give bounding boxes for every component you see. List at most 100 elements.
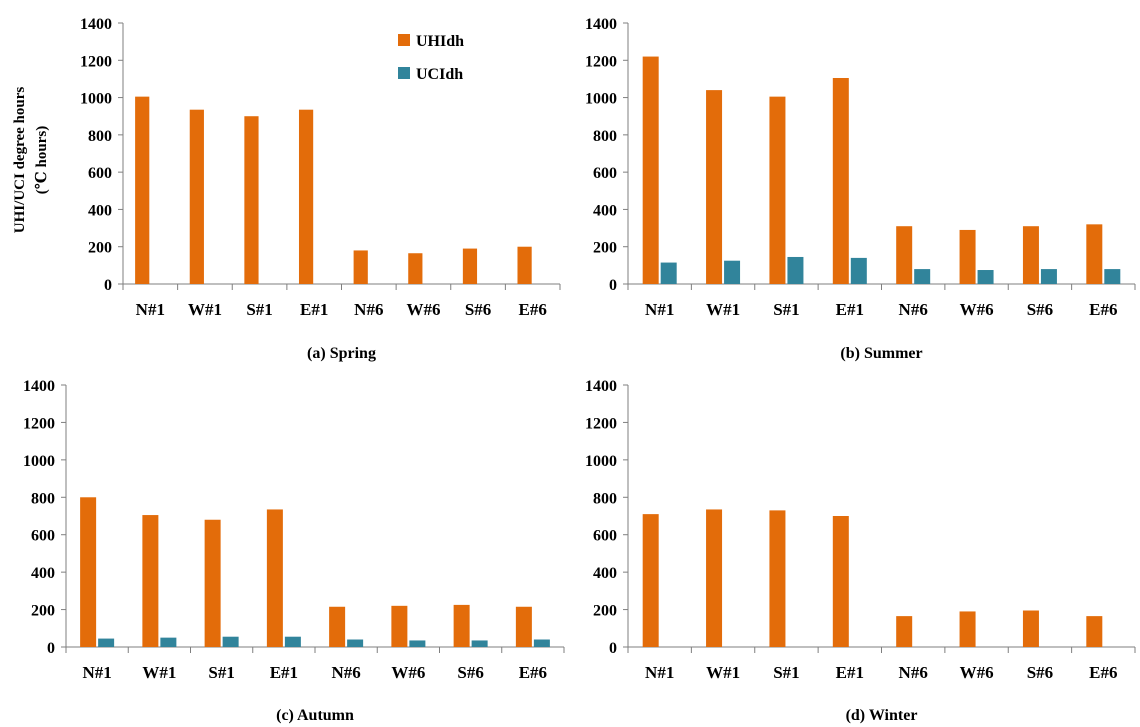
- bar-uhidh-n6: [353, 250, 368, 284]
- panel-caption: (c) Autumn: [276, 707, 354, 724]
- y-tick-label: 1000: [80, 91, 112, 108]
- bar-ucidh-n1: [660, 262, 677, 284]
- y-tick-label: 0: [104, 277, 112, 294]
- x-tick-label: E#6: [519, 663, 547, 682]
- y-axis-title: UHI/UCI degree hours (℃ hours): [12, 87, 50, 234]
- bar-ucidh-e6: [533, 639, 550, 647]
- y-tick-label: 1200: [585, 415, 617, 432]
- bar-uhidh-e1: [298, 109, 314, 284]
- y-tick-label: 600: [88, 165, 112, 182]
- bar-ucidh-n6: [914, 269, 931, 284]
- bar-uhidh-n6: [896, 226, 913, 284]
- chart-panel-4: 0 200 400 600 800 1000 1200 1400 N#1 W#1 S#1 E#1 N#6…: [585, 378, 1136, 724]
- x-tick-label: W#6: [960, 300, 994, 319]
- x-tick-label: N#1: [82, 663, 111, 682]
- x-tick-label: E#1: [270, 663, 298, 682]
- bar-uhidh-e1: [832, 516, 849, 647]
- bar-uhidh-w1: [706, 90, 723, 284]
- x-tick-label: W#1: [142, 663, 176, 682]
- x-tick-label: E#6: [1089, 663, 1117, 682]
- y-axis-title-line-2: (℃ hours): [34, 126, 50, 194]
- y-tick-label: 1000: [585, 453, 617, 470]
- y-tick-label: 400: [31, 565, 55, 582]
- bar-ucidh-e1: [284, 636, 301, 647]
- legend-label-uhidh: UHIdh: [416, 33, 464, 50]
- x-tick-label: N#1: [136, 300, 165, 319]
- bar-uhidh-e1: [832, 77, 849, 284]
- bar-ucidh-s1: [222, 636, 239, 647]
- x-tick-label: N#1: [645, 663, 674, 682]
- x-tick-label: N#1: [645, 300, 674, 319]
- bar-uhidh-e6: [1086, 616, 1103, 647]
- legend: UHIdh UCIdh: [398, 33, 464, 83]
- x-tick-label: N#6: [354, 300, 383, 319]
- x-tick-label: N#6: [899, 300, 928, 319]
- y-tick-label: 1000: [23, 453, 55, 470]
- y-tick-label: 600: [31, 528, 55, 545]
- legend-swatch-uhidh: [398, 34, 410, 46]
- x-tick-label: S#1: [773, 300, 799, 319]
- chart-panel-2: 0 200 400 600 800 1000 1200 1400 N#1 W#1 S#1 E#1 N#6…: [585, 16, 1136, 362]
- bar-uhidh-w6: [959, 229, 976, 284]
- y-tick-label: 1200: [80, 53, 112, 70]
- bar-uhidh-s6: [1022, 610, 1039, 647]
- y-tick-label: 600: [593, 165, 617, 182]
- bar-uhidh-e6: [517, 246, 532, 284]
- bar-ucidh-s6: [471, 640, 488, 647]
- bar-uhidh-s1: [244, 116, 259, 284]
- bar-uhidh-w1: [142, 515, 159, 647]
- y-tick-label: 200: [88, 240, 112, 257]
- bar-uhidh-n6: [329, 606, 346, 647]
- x-tick-label: W#1: [188, 300, 222, 319]
- bar-uhidh-w1: [706, 509, 723, 647]
- x-tick-label: S#6: [1027, 663, 1053, 682]
- y-tick-label: 800: [88, 128, 112, 145]
- bar-uhidh-n1: [642, 514, 659, 647]
- panel-caption: (a) Spring: [307, 345, 376, 362]
- legend-label-ucidh: UCIdh: [416, 66, 463, 83]
- chart-panel-1: 0 200 400 600 800 1000 1200 1400 N#1 W#1 S#1 E#1 N#6…: [80, 16, 561, 362]
- y-tick-label: 1400: [23, 378, 55, 395]
- bar-uhidh-n6: [896, 616, 913, 647]
- bar-uhidh-w6: [959, 611, 976, 647]
- y-tick-label: 1400: [585, 378, 617, 395]
- x-tick-label: E#1: [836, 663, 864, 682]
- bar-ucidh-e1: [850, 257, 867, 284]
- bar-ucidh-w1: [724, 260, 741, 284]
- y-tick-label: 200: [593, 240, 617, 257]
- x-tick-label: W#6: [960, 663, 994, 682]
- bar-uhidh-s6: [462, 248, 478, 284]
- bar-ucidh-s1: [787, 256, 804, 284]
- y-tick-label: 1200: [23, 415, 55, 432]
- panel-caption: (b) Summer: [840, 345, 922, 362]
- y-tick-label: 400: [88, 202, 112, 219]
- bar-uhidh-s1: [769, 510, 786, 647]
- bar-uhidh-e1: [266, 509, 283, 647]
- y-tick-label: 400: [593, 202, 617, 219]
- x-tick-label: E#1: [836, 300, 864, 319]
- y-tick-label: 1400: [585, 16, 617, 33]
- y-tick-label: 0: [47, 640, 55, 657]
- legend-swatch-ucidh: [398, 67, 410, 79]
- y-axis-title-line-1: UHI/UCI degree hours: [12, 87, 28, 234]
- y-tick-label: 0: [609, 277, 617, 294]
- x-tick-label: S#1: [208, 663, 234, 682]
- y-tick-label: 200: [593, 603, 617, 620]
- x-tick-label: S#1: [246, 300, 272, 319]
- y-tick-label: 600: [593, 528, 617, 545]
- y-tick-label: 800: [31, 490, 55, 507]
- y-tick-label: 200: [31, 603, 55, 620]
- bar-ucidh-n6: [347, 639, 364, 647]
- bar-ucidh-w6: [977, 270, 994, 284]
- x-tick-label: W#1: [706, 300, 740, 319]
- bar-uhidh-n1: [80, 497, 97, 647]
- bar-uhidh-w1: [189, 109, 204, 284]
- panel-caption: (d) Winter: [846, 707, 918, 724]
- chart-panels: 0 200 400 600 800 1000 1200 1400 N#1 W#1 S#1 E#1 N#6…: [23, 16, 1136, 724]
- bar-uhidh-s1: [204, 519, 221, 647]
- x-tick-label: N#6: [899, 663, 928, 682]
- bar-uhidh-n1: [642, 56, 659, 284]
- x-tick-label: W#1: [706, 663, 740, 682]
- x-tick-label: S#1: [773, 663, 799, 682]
- y-tick-label: 1200: [585, 53, 617, 70]
